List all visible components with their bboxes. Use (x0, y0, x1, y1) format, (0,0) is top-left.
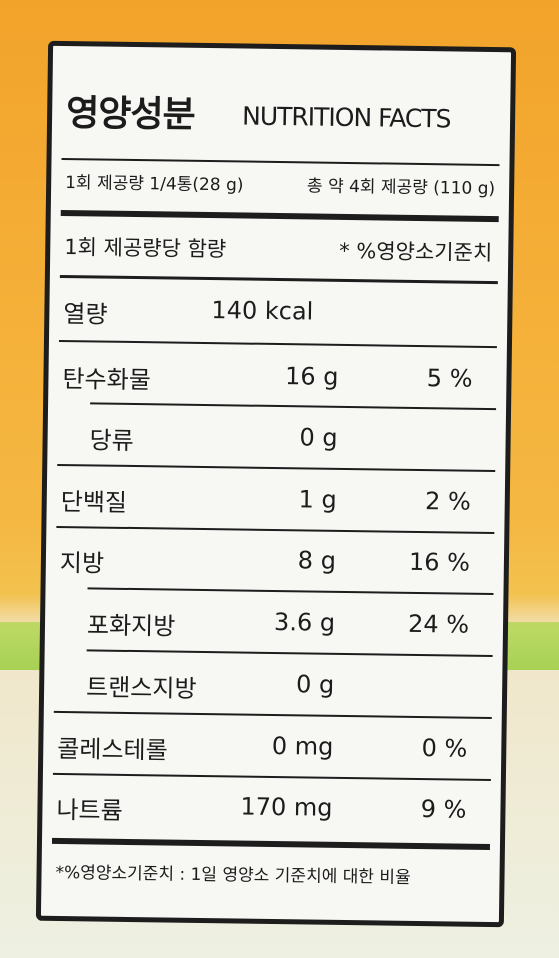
nutrient-name: 탄수화물 (62, 365, 151, 395)
nutrient-name: 포화지방 (86, 611, 176, 641)
nutrient-name: 단백질 (60, 487, 128, 517)
divider (61, 157, 500, 167)
divider (52, 772, 491, 782)
nutrient-dv: 2 % (424, 487, 471, 516)
nutrient-row-trans-fat: 트랜스지방 0 g (86, 667, 488, 703)
nutrient-dv: 24 % (407, 609, 470, 639)
nutrient-amount: 0 g (299, 423, 338, 452)
servings-total: 총 약 4회 제공량 (110 g) (306, 176, 496, 200)
nutrient-row-carbohydrate: 탄수화물 16 g 5 % (62, 359, 493, 394)
nutrient-row-saturated-fat: 포화지방 3.6 g 24 % (87, 605, 489, 641)
nutrient-row-sugars: 당류 0 g (89, 420, 492, 455)
title-english: NUTRITION FACTS (241, 101, 451, 134)
nutrient-name: 열량 (63, 300, 108, 329)
nutrient-row-energy: 열량 140 kcal (63, 294, 494, 329)
nutrient-amount: 0 mg (271, 731, 334, 761)
nutrient-dv: 5 % (426, 364, 473, 393)
nutrient-name: 당류 (89, 426, 134, 456)
nutrient-row-protein: 단백질 1 g 2 % (61, 482, 491, 517)
divider (57, 463, 496, 473)
divider-thick (60, 209, 499, 223)
nutrient-amount: 1 g (298, 485, 337, 514)
divider (53, 710, 492, 720)
nutrient-dv: 16 % (408, 547, 471, 577)
nutrient-name: 트랜스지방 (85, 673, 197, 703)
nutrient-amount: 8 g (297, 546, 337, 575)
serving-size: 1회 제공량 1/4통(28 g) (65, 173, 244, 196)
nutrient-name: 지방 (59, 548, 105, 578)
divider (59, 274, 498, 285)
nutrient-amount: 3.6 g (273, 607, 336, 637)
footnote: *%영양소기준치 : 1일 영양소 기준치에 대한 비율 (55, 862, 411, 888)
nutrient-name: 나트륨 (56, 795, 123, 825)
title-korean: 영양성분 (65, 93, 195, 136)
nutrient-row-cholesterol: 콜레스테롤 0 mg 0 % (57, 729, 488, 765)
divider-thick (51, 837, 490, 851)
nutrient-amount: 140 kcal (211, 296, 314, 326)
table-header-dv: * %영양소기준치 (339, 238, 493, 265)
nutrition-facts-label: 영양성분 NUTRITION FACTS 1회 제공량 1/4통(28 g) 총… (35, 40, 517, 928)
nutrient-row-fat: 지방 8 g 16 % (60, 543, 490, 577)
nutrient-name: 콜레스테롤 (57, 734, 168, 765)
divider (86, 649, 493, 658)
divider (56, 525, 495, 535)
divider (58, 339, 497, 349)
nutrient-dv: 0 % (421, 734, 468, 763)
nutrient-row-sodium: 나트륨 170 mg 9 % (56, 790, 487, 825)
divider (90, 402, 497, 411)
table-header-amount: 1회 제공량당 함량 (64, 235, 227, 262)
nutrient-dv: 9 % (420, 795, 467, 824)
nutrient-amount: 170 mg (240, 792, 333, 822)
nutrient-amount: 0 g (295, 670, 335, 699)
nutrient-amount: 16 g (284, 362, 339, 391)
divider (87, 587, 494, 596)
